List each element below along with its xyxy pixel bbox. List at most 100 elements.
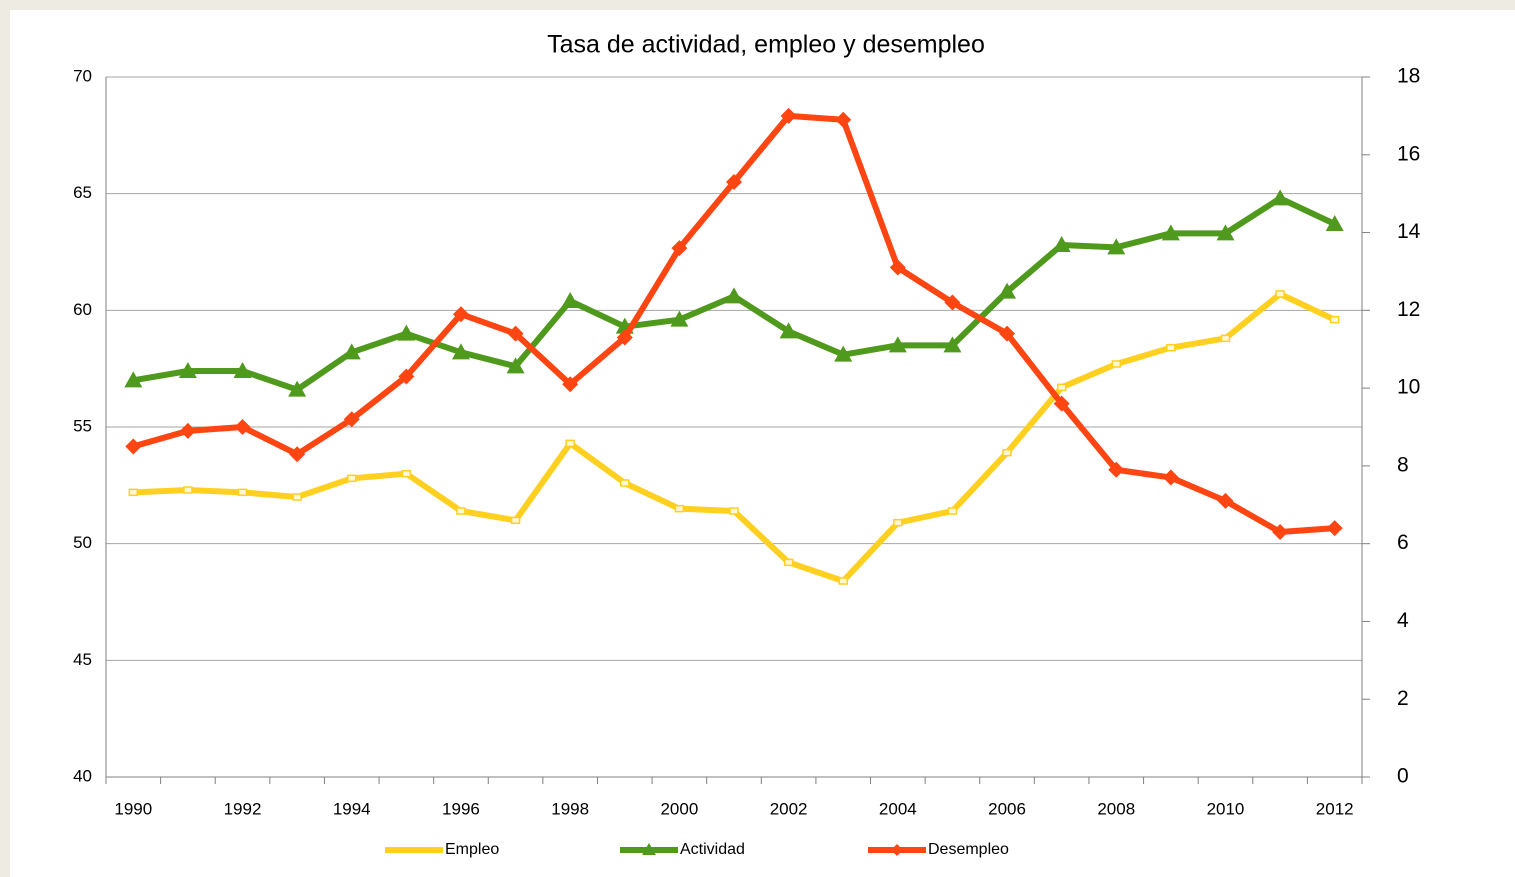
x-tick-label: 2006 [988,799,1026,818]
marker [125,438,142,455]
marker [237,488,248,497]
marker [234,419,251,435]
marker [562,376,579,393]
marker [616,329,633,346]
marker [456,507,466,515]
marker [1162,469,1179,486]
x-tick-label: 2002 [770,799,808,818]
marker [561,292,580,308]
marker [343,411,360,428]
marker [943,336,962,353]
marker [889,259,906,276]
marker [1217,492,1234,509]
marker [1052,236,1071,252]
y-tick-label: 55 [73,416,92,435]
marker [1161,224,1180,241]
marker [397,324,416,341]
legend-marker [642,843,656,855]
marker [452,306,469,323]
y-tick-label: 45 [73,650,92,669]
marker [1220,334,1231,343]
marker [1166,343,1176,352]
y2-tick-label: 8 [1397,453,1409,476]
marker [128,488,139,497]
y2-tick-label: 16 [1397,142,1420,165]
marker [288,380,307,397]
marker [346,474,357,483]
marker [1272,524,1289,540]
marker [1053,395,1070,412]
marker [999,325,1016,342]
marker [507,325,524,342]
marker [947,507,958,515]
marker [838,577,848,585]
marker [783,558,794,567]
y-tick-label: 50 [73,533,92,552]
marker [835,111,852,128]
marker [1002,448,1012,457]
marker [725,287,743,304]
marker [506,357,525,374]
marker [944,294,961,311]
x-tick-label: 1992 [224,799,262,818]
x-tick-label: 1998 [551,799,589,818]
marker [510,516,521,525]
y2-tick-label: 14 [1397,220,1421,243]
marker [292,493,302,501]
marker [398,368,415,385]
y2-tick-label: 2 [1397,687,1409,710]
marker [834,345,853,362]
y-tick-label: 40 [73,766,92,785]
marker [289,446,306,463]
chart-title: Tasa de actividad, empleo y desempleo [547,31,985,59]
x-tick-label: 1994 [333,799,371,818]
marker [1275,290,1285,298]
legend-label: Desempleo [928,841,1009,858]
legend-label: Actividad [680,841,745,858]
legend-label: Empleo [445,841,499,858]
marker [342,343,361,360]
marker [1325,215,1344,231]
marker [998,282,1017,299]
x-tick-label: 1996 [442,799,480,818]
marker [888,336,907,353]
y2-tick-label: 0 [1397,765,1409,788]
y-tick-label: 60 [73,300,92,319]
marker [1111,360,1122,368]
marker [178,362,197,378]
y2-tick-label: 18 [1397,65,1420,88]
marker [726,174,742,190]
y2-tick-label: 10 [1397,376,1420,399]
x-tick-label: 2010 [1207,799,1245,818]
marker [780,107,797,124]
y-tick-label: 65 [73,183,92,202]
marker [1107,238,1126,255]
marker [1326,520,1343,537]
marker [1056,383,1067,392]
marker [1108,461,1125,478]
marker [451,343,470,360]
marker [729,507,739,515]
marker [620,479,630,487]
marker [179,422,196,439]
marker [674,504,685,513]
marker [183,486,193,494]
marker [1216,224,1235,241]
marker [565,439,575,448]
chart-area [10,10,1515,877]
x-tick-label: 2008 [1097,799,1135,818]
marker [233,362,252,378]
y-tick-label: 70 [73,66,92,85]
marker [670,310,689,327]
marker [779,322,798,339]
y2-tick-label: 6 [1397,531,1409,554]
y2-tick-label: 4 [1397,609,1409,632]
legend-marker [891,844,903,856]
marker [1329,315,1340,324]
x-tick-label: 2004 [879,799,917,818]
marker [124,371,143,388]
x-tick-label: 1990 [114,799,152,818]
marker [1271,189,1290,206]
